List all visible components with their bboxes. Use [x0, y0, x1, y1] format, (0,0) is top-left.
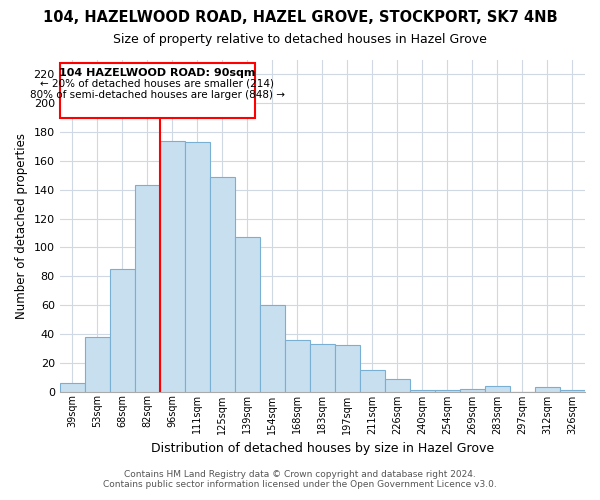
- Bar: [210, 177, 235, 392]
- Text: ← 20% of detached houses are smaller (214): ← 20% of detached houses are smaller (21…: [40, 78, 274, 88]
- Text: 104, HAZELWOOD ROAD, HAZEL GROVE, STOCKPORT, SK7 4NB: 104, HAZELWOOD ROAD, HAZEL GROVE, STOCKP…: [43, 10, 557, 25]
- Bar: [460, 388, 485, 392]
- Bar: [59, 383, 85, 392]
- Text: Size of property relative to detached houses in Hazel Grove: Size of property relative to detached ho…: [113, 32, 487, 46]
- Bar: [310, 344, 335, 392]
- Bar: [260, 305, 285, 392]
- Y-axis label: Number of detached properties: Number of detached properties: [15, 133, 28, 319]
- Bar: [135, 186, 160, 392]
- Bar: [185, 142, 210, 392]
- Bar: [285, 340, 310, 392]
- X-axis label: Distribution of detached houses by size in Hazel Grove: Distribution of detached houses by size …: [151, 442, 494, 455]
- Bar: [410, 390, 435, 392]
- Bar: [360, 370, 385, 392]
- Bar: [60, 63, 255, 118]
- Bar: [85, 336, 110, 392]
- Bar: [560, 390, 585, 392]
- Bar: [335, 346, 360, 392]
- Bar: [535, 387, 560, 392]
- Text: 104 HAZELWOOD ROAD: 90sqm: 104 HAZELWOOD ROAD: 90sqm: [59, 68, 256, 78]
- Text: Contains HM Land Registry data © Crown copyright and database right 2024.
Contai: Contains HM Land Registry data © Crown c…: [103, 470, 497, 489]
- Bar: [110, 269, 135, 392]
- Bar: [235, 238, 260, 392]
- Bar: [160, 140, 185, 392]
- Bar: [435, 390, 460, 392]
- Bar: [485, 386, 510, 392]
- Text: 80% of semi-detached houses are larger (848) →: 80% of semi-detached houses are larger (…: [30, 90, 285, 101]
- Bar: [385, 378, 410, 392]
